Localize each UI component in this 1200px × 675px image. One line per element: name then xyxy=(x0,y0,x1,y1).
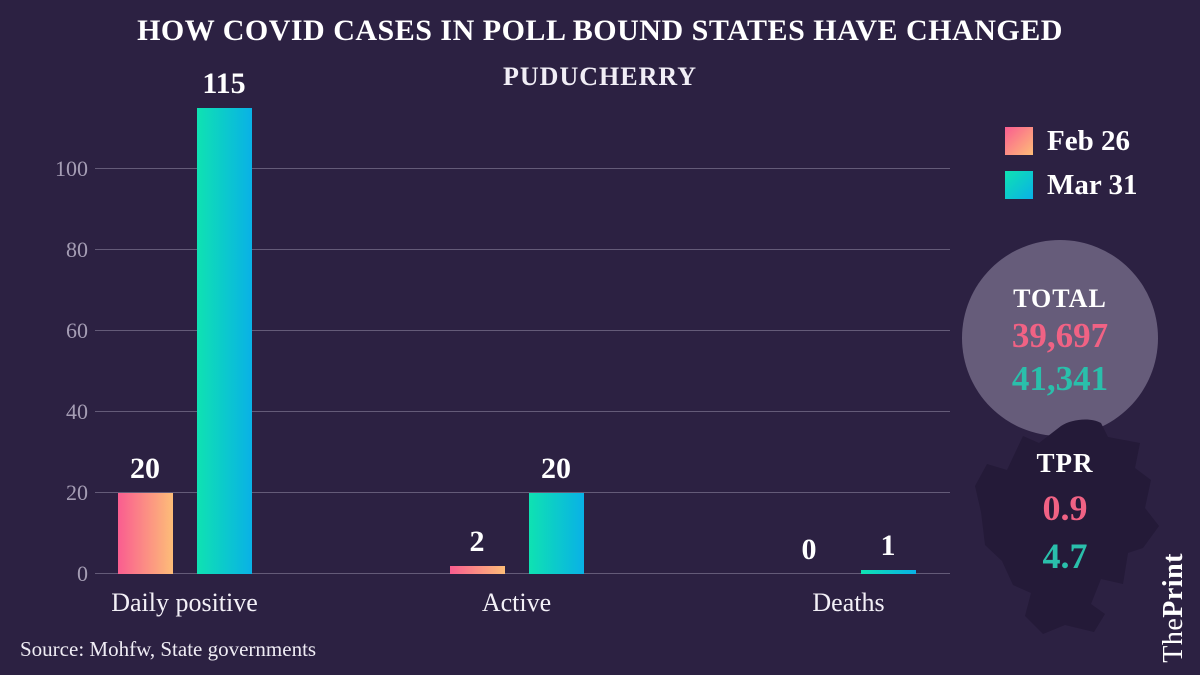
source-note: Source: Mohfw, State governments xyxy=(20,637,317,661)
page-title: HOW COVID CASES IN POLL BOUND STATES HAV… xyxy=(137,14,1063,47)
legend-swatch-mar31 xyxy=(1005,171,1033,199)
category-label-deaths: Deaths xyxy=(812,588,885,617)
gridline-60 xyxy=(95,330,950,331)
total-feb26-value: 39,697 xyxy=(1011,316,1109,355)
y-tick-label-0: 0 xyxy=(77,561,88,586)
tpr-block: TPR 0.9 4.7 xyxy=(975,448,1155,577)
y-tick-label-60: 60 xyxy=(66,318,88,343)
tpr-mar31-value: 4.7 xyxy=(1042,536,1088,576)
legend-item-mar31: Mar 31 xyxy=(1005,170,1137,200)
bar-value-label: 1 xyxy=(880,529,896,562)
theprint-logo: ThePrint xyxy=(1158,553,1190,663)
category-label-active: Active xyxy=(481,588,552,617)
bar-feb26-daily-positive xyxy=(117,493,173,574)
y-tick-label-80: 80 xyxy=(66,237,88,262)
bar-mar31-deaths xyxy=(860,570,916,574)
chart-legend: Feb 26 Mar 31 xyxy=(1005,126,1137,200)
state-title: PUDUCHERRY xyxy=(503,62,697,91)
y-tick-label-20: 20 xyxy=(66,480,88,505)
gridline-40 xyxy=(95,411,950,412)
total-summary-circle: TOTAL 39,697 41,341 xyxy=(962,240,1158,436)
tpr-label: TPR xyxy=(1036,448,1094,478)
legend-swatch-feb26 xyxy=(1005,127,1033,155)
y-axis: 0 20 40 60 80 100 xyxy=(0,100,88,586)
theprint-logo-the: The xyxy=(1158,617,1189,663)
gridline-0 xyxy=(95,573,950,574)
bar-value-label: 0 xyxy=(801,533,817,566)
bar-value-label: 20 xyxy=(541,452,571,485)
puducherry-map-silhouette xyxy=(975,419,1159,634)
total-mar31-value: 41,341 xyxy=(1011,359,1109,398)
category-label-daily-positive: Daily positive xyxy=(111,588,258,617)
bar-chart: 20 115 Daily positive 2 20 Active 0 1 Deaths xyxy=(95,68,950,617)
bar-value-label: 115 xyxy=(202,67,246,100)
legend-item-feb26: Feb 26 xyxy=(1005,126,1137,156)
bar-feb26-active xyxy=(449,566,505,574)
total-label: TOTAL xyxy=(1013,284,1107,313)
bar-mar31-active xyxy=(528,493,584,574)
legend-label-feb26: Feb 26 xyxy=(1047,125,1130,157)
theprint-logo-print: Print xyxy=(1158,553,1189,618)
y-tick-label-100: 100 xyxy=(55,156,88,181)
bar-mar31-daily-positive xyxy=(196,108,252,574)
y-tick-label-40: 40 xyxy=(66,399,88,424)
gridline-80 xyxy=(95,249,950,250)
bar-value-label: 2 xyxy=(469,525,485,558)
bar-value-label: 20 xyxy=(130,452,160,485)
tpr-feb26-value: 0.9 xyxy=(1042,488,1088,528)
gridline-100 xyxy=(95,168,950,169)
gridline-20 xyxy=(95,492,950,493)
legend-label-mar31: Mar 31 xyxy=(1047,169,1138,201)
